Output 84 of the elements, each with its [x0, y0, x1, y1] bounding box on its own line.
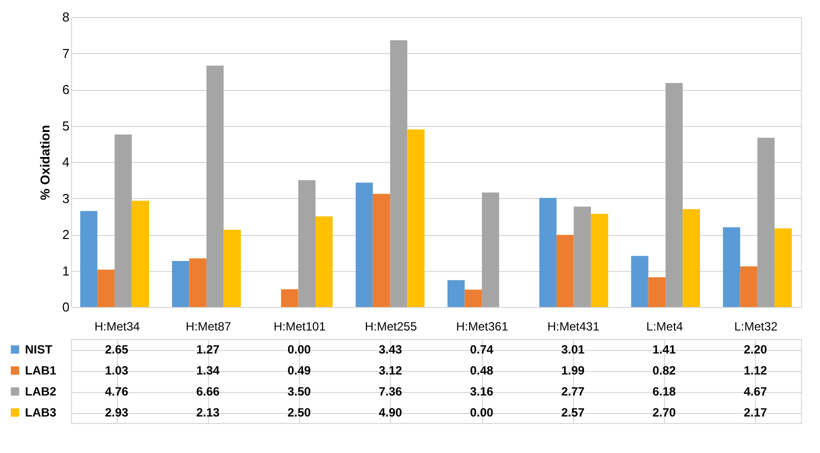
data-label: 0.82	[652, 364, 676, 378]
y-tick-label: 2	[62, 227, 70, 242]
bar	[189, 258, 206, 307]
data-label: 1.34	[196, 364, 220, 378]
x-tick-label: L:Met4	[646, 320, 684, 334]
data-label: 4.67	[744, 384, 768, 398]
y-tick-label: 8	[62, 10, 70, 24]
data-label: 3.50	[287, 384, 312, 398]
data-label: 0.00	[287, 342, 312, 356]
bar	[648, 277, 666, 307]
data-label: 2.65	[104, 342, 129, 356]
bar	[315, 216, 333, 307]
data-label: 1.12	[744, 364, 768, 378]
bar	[224, 230, 241, 307]
x-tick-label: H:Met361	[456, 320, 508, 334]
data-label: 2.50	[287, 406, 312, 420]
bar	[356, 182, 373, 307]
bar	[172, 260, 190, 307]
data-label: 0.48	[470, 364, 494, 378]
bar	[447, 280, 465, 307]
data-label: 4.76	[104, 384, 129, 398]
bar	[482, 192, 500, 307]
data-label: 7.36	[378, 384, 402, 398]
data-label: 2.57	[561, 406, 585, 420]
bar	[590, 214, 608, 307]
bar	[722, 227, 740, 307]
bar	[556, 234, 574, 307]
y-tick-label: 1	[62, 263, 70, 278]
bar	[80, 210, 98, 307]
bar	[372, 194, 390, 307]
bar	[682, 209, 700, 307]
bar	[97, 270, 115, 307]
bar	[132, 200, 150, 307]
y-tick-label: 4	[62, 154, 70, 170]
bar	[390, 40, 408, 307]
legend-label: LAB3	[25, 406, 57, 420]
bar	[666, 82, 683, 307]
bar	[631, 256, 648, 307]
data-label: 1.41	[652, 342, 676, 356]
x-tick-label: H:Met34	[94, 320, 140, 334]
data-label: 6.66	[196, 384, 220, 398]
bar	[114, 134, 132, 307]
data-label: 3.43	[378, 342, 402, 356]
bar	[774, 228, 792, 307]
data-label: 1.27	[196, 342, 220, 356]
data-label: 0.74	[470, 342, 494, 356]
y-tick-label: 0	[62, 300, 70, 314]
bar	[206, 66, 224, 307]
y-tick-label: 3	[62, 190, 70, 206]
data-label: 3.12	[378, 364, 402, 378]
bar	[574, 206, 591, 307]
x-tick-label: H:Met87	[186, 320, 232, 334]
data-label: 0.49	[287, 364, 312, 378]
data-label: 0.00	[470, 406, 494, 420]
data-label: 4.90	[378, 406, 402, 420]
bar	[740, 266, 758, 307]
data-label: 6.18	[652, 384, 676, 398]
y-tick-label: 6	[62, 82, 70, 97]
legend-label: LAB2	[25, 384, 57, 398]
x-tick-label: L:Met32	[734, 320, 778, 334]
data-label: 2.77	[561, 384, 585, 398]
data-label: 2.17	[744, 406, 768, 420]
bar	[281, 289, 298, 307]
data-label: 2.70	[652, 406, 676, 420]
y-axis-title: % Oxidation	[37, 124, 52, 200]
data-label: 2.93	[104, 406, 129, 420]
x-tick-label: H:Met431	[547, 320, 600, 334]
legend-label: LAB1	[25, 364, 57, 378]
data-label: 2.13	[196, 406, 220, 420]
x-tick-label: H:Met101	[274, 320, 326, 334]
x-tick-label: H:Met255	[364, 320, 418, 334]
bar	[407, 129, 425, 307]
y-tick-label: 7	[62, 46, 70, 61]
data-label: 1.03	[104, 364, 129, 378]
data-label: 3.16	[470, 384, 494, 398]
bar	[757, 138, 775, 307]
y-tick-label: 5	[62, 118, 70, 134]
bar	[464, 290, 482, 307]
data-label: 1.99	[561, 364, 585, 378]
data-label: 3.01	[561, 342, 585, 356]
bar	[539, 198, 557, 307]
legend-label: NIST	[25, 342, 54, 356]
bar	[298, 180, 316, 307]
data-label: 2.20	[744, 342, 768, 356]
